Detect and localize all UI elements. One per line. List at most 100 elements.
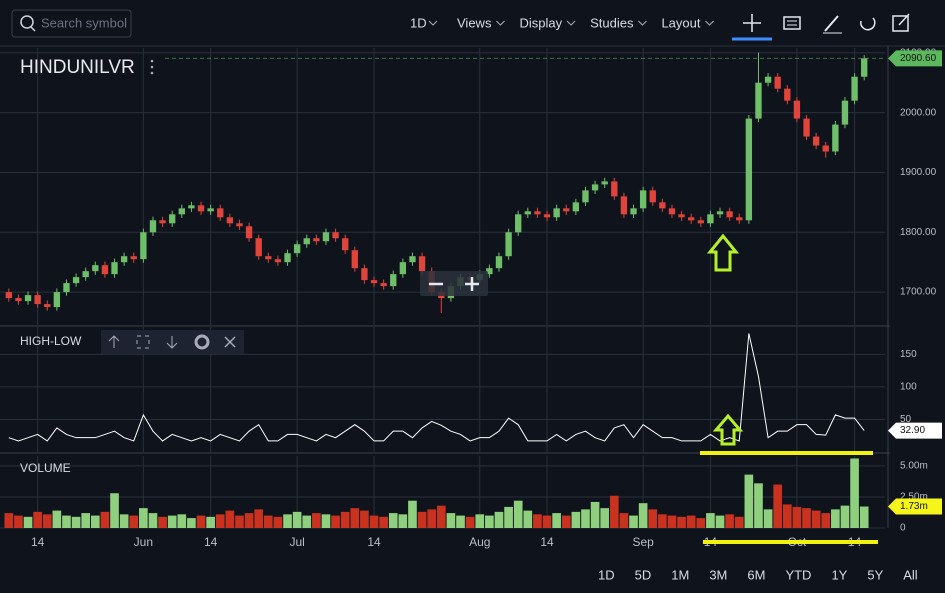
candle-body	[745, 118, 753, 221]
last-value-label: 2090.60	[900, 53, 937, 64]
candle-body	[274, 259, 282, 263]
volume-bar	[734, 516, 744, 528]
volume-bar	[206, 516, 215, 528]
y-tick-label: 0	[900, 523, 906, 534]
candle-body	[284, 253, 291, 263]
volume-bar	[139, 508, 148, 528]
candle-body	[44, 304, 51, 308]
candle-body	[803, 118, 810, 137]
volume-bar	[167, 515, 177, 528]
reset-icon[interactable]	[860, 17, 876, 31]
volume-bar	[465, 516, 475, 528]
range-button[interactable]: 1Y	[831, 567, 847, 582]
volume-bar	[600, 508, 610, 528]
volume-bar	[619, 513, 629, 528]
volume-bar	[81, 513, 91, 528]
volume-bar	[100, 511, 110, 528]
search-icon	[20, 15, 34, 29]
interval-menu[interactable]: 1D	[410, 15, 427, 30]
range-button[interactable]: 1D	[598, 567, 615, 582]
volume-bar	[821, 513, 831, 528]
range-button[interactable]: 5Y	[867, 567, 883, 582]
candle-body	[92, 265, 99, 272]
candle-body	[149, 220, 157, 233]
candle-body	[82, 271, 89, 278]
zoom-control[interactable]	[420, 271, 488, 296]
volume-bar	[811, 510, 821, 528]
range-button[interactable]: All	[903, 567, 918, 582]
toolbar-menu[interactable]: Studies	[590, 15, 634, 30]
candle-body	[841, 100, 849, 125]
volume-bar	[408, 500, 417, 528]
volume-bar	[542, 515, 552, 528]
y-tick-label: 50	[900, 414, 912, 425]
candle-body	[793, 100, 801, 119]
symbol-menu[interactable]	[150, 59, 154, 75]
volume-bar	[90, 515, 100, 528]
candle-body	[832, 124, 839, 152]
x-tick-label: Aug	[469, 535, 490, 549]
candle-body	[15, 298, 22, 302]
volume-bar	[42, 514, 52, 528]
candle-body	[245, 226, 253, 239]
volume-bar	[561, 515, 571, 528]
volume-bar	[52, 510, 62, 528]
chevron	[638, 20, 647, 26]
news-icon[interactable]	[783, 16, 801, 30]
candle-body	[120, 256, 128, 263]
crosshair-tool[interactable]	[732, 14, 772, 41]
chevron	[496, 20, 505, 26]
draw-icon[interactable]	[823, 15, 842, 34]
volume-bar	[302, 515, 312, 528]
annotation-arrow	[706, 233, 744, 446]
last-value-label: 32.90	[900, 425, 925, 436]
toolbar-menu[interactable]: Layout	[661, 15, 700, 30]
y-tick-label: 1900.00	[900, 167, 937, 178]
range-button[interactable]: YTD	[785, 567, 811, 582]
range-button[interactable]: 6M	[747, 567, 765, 582]
candle-body	[5, 292, 12, 299]
volume-bar	[475, 514, 485, 528]
range-button[interactable]: 1M	[671, 567, 689, 582]
candle-body	[534, 211, 541, 215]
volume-bar	[658, 514, 667, 528]
candle-body	[303, 238, 310, 245]
toolbar-menu[interactable]: Views	[457, 15, 492, 30]
candle-body	[140, 232, 147, 260]
volume-bar	[196, 515, 206, 528]
candle-body	[688, 217, 695, 221]
candle-body	[63, 283, 70, 293]
volume-bar	[225, 510, 235, 528]
candle-body	[582, 190, 589, 203]
candle-body	[620, 196, 628, 215]
study-title: HIGH-LOW	[20, 334, 82, 348]
candle-body	[399, 262, 407, 275]
candle-body	[774, 76, 781, 89]
volume-bar	[859, 506, 869, 528]
study-controls[interactable]	[101, 330, 244, 354]
candle-body	[784, 88, 791, 101]
search-placeholder[interactable]: Search symbol	[41, 15, 127, 30]
volume-bar	[715, 515, 725, 528]
candle-body	[361, 268, 368, 281]
popout-icon[interactable]	[892, 13, 910, 32]
candle-body	[188, 205, 195, 209]
volume-bar	[706, 513, 715, 528]
volume-bar	[696, 518, 706, 528]
candle-body	[572, 202, 580, 212]
candle-body	[34, 295, 41, 305]
volume-bar	[235, 515, 244, 528]
last-value-badge	[888, 498, 942, 515]
range-button[interactable]: 3M	[709, 567, 727, 582]
volume-bar	[638, 503, 648, 528]
range-button[interactable]: 5D	[635, 567, 652, 582]
candle-body	[101, 265, 109, 275]
volume-bar	[485, 515, 494, 528]
search-box[interactable]	[11, 9, 132, 38]
last-value-label: 1.73m	[900, 501, 928, 512]
toolbar-menu[interactable]: Display	[519, 15, 562, 30]
last-value-badge	[888, 422, 942, 439]
candle-body	[822, 145, 829, 152]
search-icon	[30, 26, 36, 32]
